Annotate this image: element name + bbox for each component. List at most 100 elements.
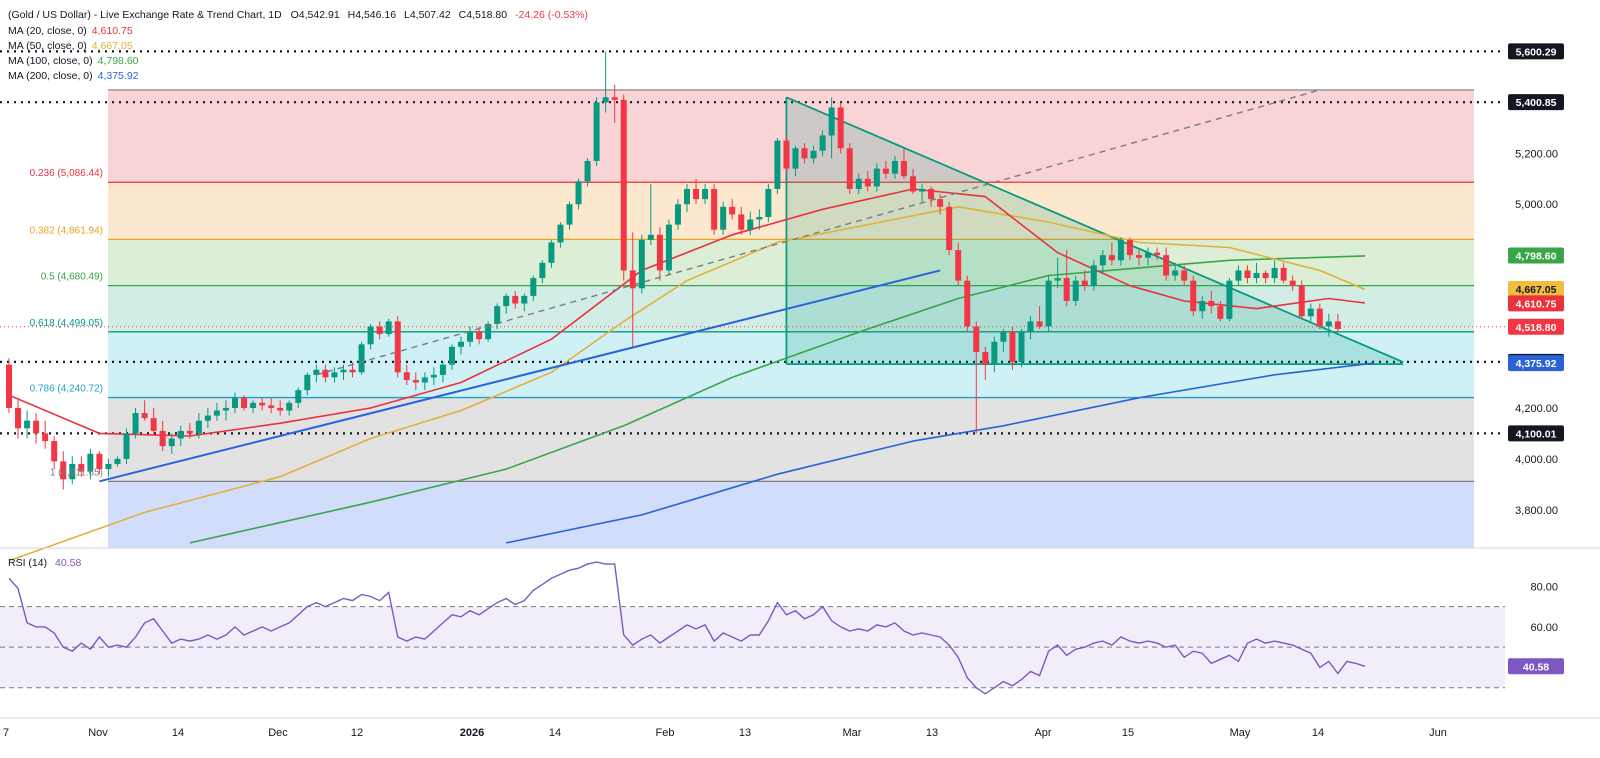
candle: [1289, 275, 1296, 291]
time-tick-label: Jun: [1429, 727, 1447, 739]
candle: [620, 94, 627, 281]
candle-body: [51, 441, 58, 462]
candle: [837, 102, 844, 154]
candle-body: [684, 188, 690, 205]
time-tick-label: May: [1230, 727, 1251, 739]
candle: [1244, 265, 1251, 284]
rsi-label: RSI (14): [8, 557, 47, 569]
candle-body: [539, 262, 546, 279]
candle: [530, 275, 537, 302]
fib-band: [108, 397, 1474, 482]
candle-body: [204, 415, 211, 421]
candle: [222, 400, 229, 421]
candle: [521, 293, 528, 312]
candle-body: [548, 242, 555, 263]
candle: [910, 168, 916, 195]
price-axis[interactable]: 5,200.00 5,000.00 4,200.00 4,000.00 3,800.00: [1505, 0, 1600, 758]
candle: [539, 260, 546, 284]
candle: [973, 321, 980, 434]
price-tag-label: 4,375.92: [1516, 358, 1557, 370]
ma-100-line: [189, 255, 1366, 544]
candle: [711, 183, 718, 235]
candle: [213, 402, 220, 421]
candle: [24, 410, 31, 439]
low-value: 4,507.42: [410, 9, 451, 21]
open-value: 4,542.91: [299, 9, 340, 21]
candle-body: [1181, 270, 1188, 281]
candle-body: [15, 407, 22, 429]
candle-body: [24, 420, 31, 429]
ma-200-line: [506, 362, 1375, 544]
candle-body: [6, 364, 12, 408]
price-tag: [1508, 281, 1564, 298]
candle-body: [394, 321, 401, 373]
candle-body: [1289, 280, 1296, 286]
time-tick-label: 2026: [460, 727, 484, 739]
candle: [846, 143, 853, 195]
candle-body: [1099, 255, 1106, 266]
candle: [684, 183, 690, 212]
candle: [494, 303, 501, 330]
candle-body: [168, 438, 175, 447]
candle-body: [105, 463, 112, 470]
candle-body: [1063, 278, 1070, 302]
rsi-value-tag-label: 40.58: [1523, 661, 1549, 673]
candle: [1072, 275, 1079, 307]
candle: [1280, 262, 1287, 284]
candle: [1217, 301, 1224, 322]
candle: [1045, 275, 1052, 332]
time-tick-label: 12: [351, 727, 363, 739]
candle-body: [647, 234, 654, 240]
candle: [141, 400, 148, 421]
price-level-tag: [1508, 425, 1564, 442]
candle-body: [277, 407, 284, 411]
ma-legend-item: MA (50, close, 0) 4,667.05: [8, 40, 133, 52]
candle: [503, 293, 510, 314]
candle-body: [340, 369, 347, 373]
candle: [1136, 250, 1142, 266]
ma-legend: MA (20, close, 0) 4,610.75 MA (50, close, …: [8, 25, 139, 82]
candle-body: [1217, 306, 1224, 319]
ma-legend-value: 4,667.05: [92, 40, 133, 52]
candle: [900, 148, 907, 179]
price-level-tag-label: 5,400.85: [1516, 97, 1557, 109]
candle-body: [367, 326, 374, 345]
candle: [268, 397, 275, 414]
candle-body: [756, 216, 763, 220]
candle: [774, 138, 781, 195]
price-level-tag: [1508, 43, 1564, 60]
candle-body: [1271, 267, 1278, 279]
candle-body: [1325, 321, 1332, 327]
candle: [430, 367, 437, 386]
candle: [78, 456, 85, 477]
candle-body: [1172, 270, 1179, 276]
candle: [385, 318, 392, 337]
candle-body: [1208, 301, 1215, 307]
time-axis[interactable]: 7 Nov 14 Dec 12 2026 14 Feb 13 Mar 13 Apr 15 May 14 Jun: [0, 717, 1600, 739]
candle-body: [268, 405, 275, 408]
candle-body: [1108, 255, 1115, 261]
candle: [33, 413, 40, 444]
ma-legend-item: MA (100, close, 0) 4,798.60: [8, 55, 139, 67]
candle: [331, 367, 338, 383]
candle-body: [123, 433, 130, 459]
candle-body: [304, 374, 311, 391]
candle-body: [602, 97, 609, 103]
time-tick-label: 14: [549, 727, 561, 739]
chart-title: (Gold / US Dollar) - Live Exchange Rate …: [8, 9, 282, 21]
candle-body: [295, 390, 302, 403]
candle: [1063, 250, 1070, 307]
candle: [114, 456, 121, 467]
candle-body: [693, 188, 700, 200]
candle-body: [611, 97, 618, 100]
candle: [1054, 257, 1061, 289]
candle-body: [747, 219, 754, 230]
price-tag-label: 4,798.60: [1516, 251, 1557, 263]
candle: [1253, 262, 1260, 284]
candle-body: [828, 107, 835, 136]
candle: [1000, 329, 1007, 352]
fib-band: [108, 182, 1474, 240]
candle-body: [783, 140, 790, 169]
